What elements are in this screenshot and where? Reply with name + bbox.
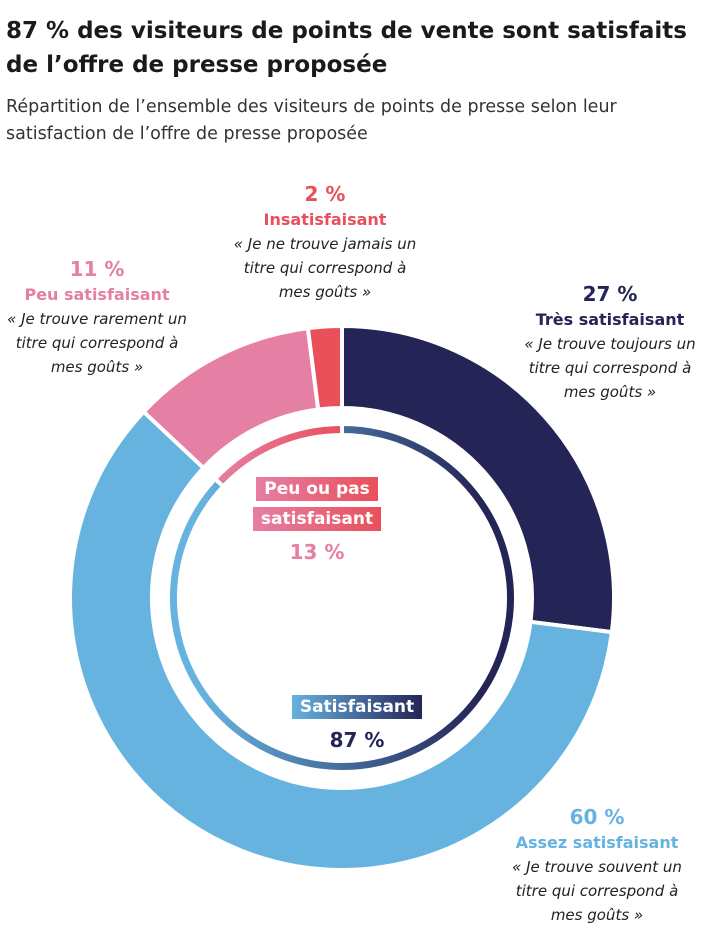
value-label: 60 % — [569, 805, 625, 829]
quote: « Je trouve toujours un titre qui corres… — [524, 335, 696, 401]
segment-label: 27 % Très satisfaisant « Je trouve toujour… — [505, 280, 707, 404]
outer-segment — [68, 408, 615, 872]
quote: « Je ne trouve jamais un titre qui corre… — [233, 235, 417, 301]
segment-label: 2 % Insatisfaisant « Je ne trouve jamais u… — [220, 180, 430, 304]
category-label: Assez satisfaisant — [515, 833, 679, 852]
segment-label: 11 % Peu satisfaisant « Je trouve rarement… — [0, 255, 202, 379]
category-label: Très satisfaisant — [535, 310, 685, 329]
category-label: Peu satisfaisant — [24, 285, 170, 304]
value-label: 11 % — [69, 257, 125, 281]
group-value: 87 % — [329, 728, 385, 752]
group-box: Satisfaisant — [282, 692, 432, 722]
quote: « Je trouve rarement un titre qui corres… — [7, 310, 187, 376]
outer-segment — [340, 323, 616, 635]
inner-segment — [212, 421, 344, 490]
group-label: Satisfaisant 87 % — [282, 692, 432, 752]
group-name: Peu ou pas satisfaisant — [252, 477, 382, 531]
quote: « Je trouve souvent un titre qui corresp… — [512, 858, 682, 924]
group-value: 13 % — [289, 540, 345, 564]
group-box: Peu ou pas satisfaisant — [232, 474, 402, 534]
group-name: Satisfaisant — [291, 695, 423, 719]
subtitle: Répartition de l’ensemble des visiteurs … — [6, 97, 617, 144]
segment-label: 60 % Assez satisfaisant « Je trouve souven… — [492, 803, 702, 927]
value-label: 27 % — [582, 282, 638, 306]
category-label: Insatisfaisant — [263, 210, 387, 229]
value-label: 2 % — [304, 182, 346, 206]
title: 87 % des visiteurs de points de vente so… — [6, 18, 687, 78]
outer-segment — [305, 323, 344, 412]
group-label: Peu ou pas satisfaisant 13 % — [232, 474, 402, 564]
